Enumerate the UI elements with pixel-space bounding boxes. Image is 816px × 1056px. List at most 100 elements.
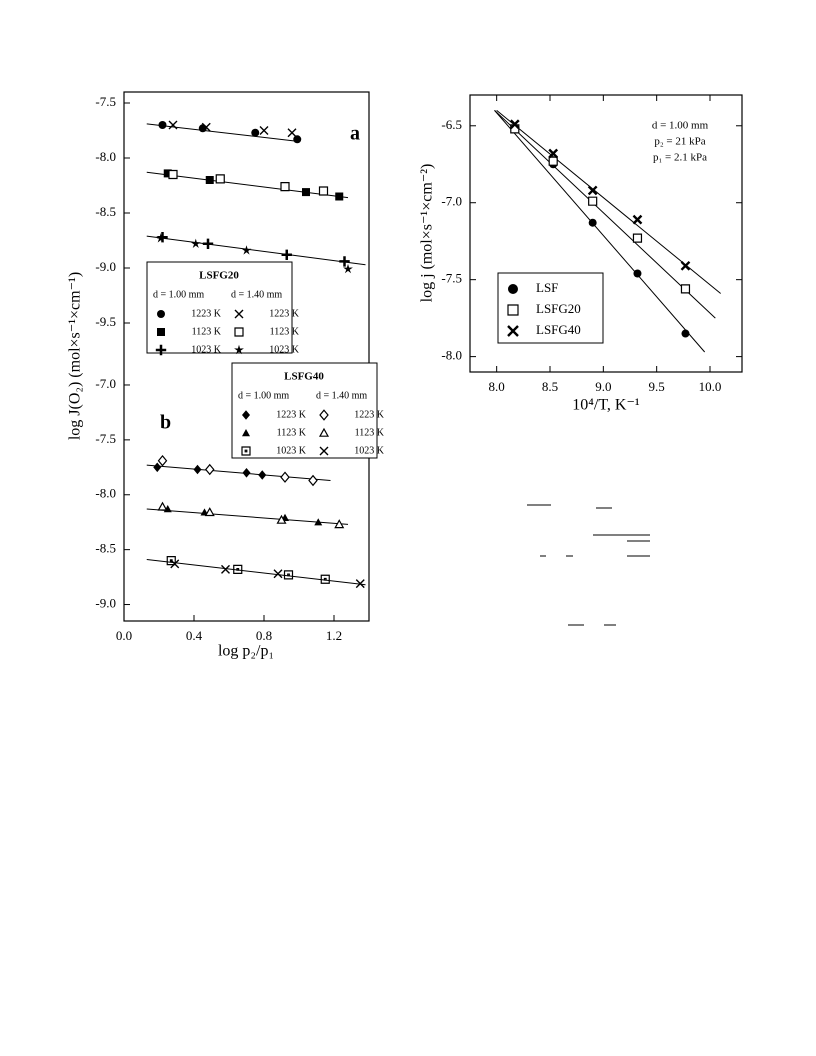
marker <box>587 185 598 196</box>
legend-label: 1023 K <box>276 445 307 456</box>
marker <box>681 329 690 338</box>
marker <box>334 519 345 529</box>
marker <box>633 269 642 278</box>
legend-label: LSF <box>536 280 558 295</box>
marker <box>509 119 520 130</box>
marker <box>680 260 691 271</box>
marker <box>221 564 230 574</box>
y-axis-label: log J(O₂) (mol×s⁻¹×cm⁻¹) <box>67 272 84 440</box>
marker <box>280 182 290 192</box>
marker <box>242 410 250 420</box>
marker <box>507 304 519 316</box>
marker <box>242 468 251 478</box>
right-plot-frame <box>469 94 743 373</box>
legend-label: 1223 K <box>276 409 307 420</box>
y-tick-label: -6.5 <box>441 117 462 132</box>
y-tick-label: -8.5 <box>95 204 116 219</box>
x-tick-label: 1.2 <box>326 628 342 643</box>
marker <box>155 233 166 243</box>
legend-label: 1023 K <box>354 445 385 456</box>
marker <box>548 156 558 166</box>
marker <box>281 249 292 260</box>
y-tick-label: -9.5 <box>95 314 116 329</box>
marker <box>259 126 269 135</box>
marker <box>170 559 180 569</box>
marker <box>202 238 214 249</box>
marker <box>507 325 519 337</box>
y-tick-label: -8.0 <box>95 486 116 501</box>
marker <box>233 564 243 575</box>
marker <box>157 501 168 511</box>
legend-column: d = 1.00 mm <box>153 289 204 300</box>
legend-title: LSFG20 <box>199 270 239 282</box>
marker <box>302 188 310 197</box>
legend-label: 1123 K <box>355 427 385 438</box>
fit-line <box>146 235 366 266</box>
marker <box>158 121 167 129</box>
marker <box>204 507 215 517</box>
legend-label: LSFG20 <box>536 301 581 316</box>
x-tick-label: 0.0 <box>116 628 132 643</box>
legend-label: 1023 K <box>191 344 222 355</box>
x-tick-label: 0.4 <box>186 628 203 643</box>
y-tick-label: -8.5 <box>95 541 116 556</box>
marker <box>241 245 252 255</box>
legend-column: d = 1.40 mm <box>316 390 367 401</box>
marker <box>234 344 244 355</box>
marker <box>588 218 597 227</box>
legend-column: d = 1.00 mm <box>238 390 289 401</box>
fit-line <box>494 110 716 319</box>
y-axis-label: log j (mol×s⁻¹×cm⁻²) <box>419 164 436 303</box>
marker <box>318 186 329 196</box>
marker <box>153 462 162 473</box>
marker <box>193 464 202 475</box>
legend-title: LSFG40 <box>284 371 324 383</box>
marker <box>251 128 260 137</box>
x-tick-label: 9.0 <box>595 379 611 394</box>
marker <box>273 569 283 579</box>
marker <box>319 409 329 421</box>
marker <box>355 579 365 589</box>
marker <box>201 122 211 132</box>
legend-label: 1223 K <box>191 308 222 319</box>
fit-line <box>146 171 349 199</box>
panel-label: b <box>160 412 171 434</box>
marker <box>588 196 598 206</box>
fit-line <box>146 508 349 525</box>
legend-label: LSFG40 <box>536 322 581 337</box>
marker <box>318 427 330 437</box>
marker <box>283 570 294 580</box>
marker <box>314 518 323 526</box>
marker <box>632 214 643 225</box>
y-tick-label: -7.5 <box>441 271 462 286</box>
y-tick-label: -7.5 <box>95 94 116 109</box>
marker <box>234 309 244 319</box>
marker <box>276 514 287 524</box>
marker <box>548 148 559 159</box>
marker <box>308 474 318 487</box>
marker <box>215 174 225 184</box>
marker <box>168 169 178 180</box>
annotation: p₂ = 21 kPa <box>654 136 705 148</box>
legend-label: 1123 K <box>270 326 300 337</box>
y-tick-label: -7.5 <box>95 431 116 446</box>
y-tick-label: -7.0 <box>441 194 462 209</box>
x-axis-label: 10⁴/T, K⁻¹ <box>572 397 640 414</box>
legend-box <box>231 362 378 459</box>
x-axis-label: log p₂/p₁ <box>218 643 274 660</box>
marker <box>258 470 267 480</box>
x-tick-label: 8.5 <box>542 379 558 394</box>
marker <box>241 446 251 456</box>
legend-box <box>146 261 293 354</box>
x-tick-label: 0.8 <box>256 628 272 643</box>
marker <box>319 446 329 456</box>
annotation: d = 1.00 mm <box>652 120 709 132</box>
fit-line <box>146 464 331 481</box>
marker <box>339 256 350 267</box>
scan-artifacts <box>527 504 650 626</box>
legend-label: 1123 K <box>192 326 222 337</box>
marker <box>320 574 330 584</box>
marker <box>287 128 297 138</box>
